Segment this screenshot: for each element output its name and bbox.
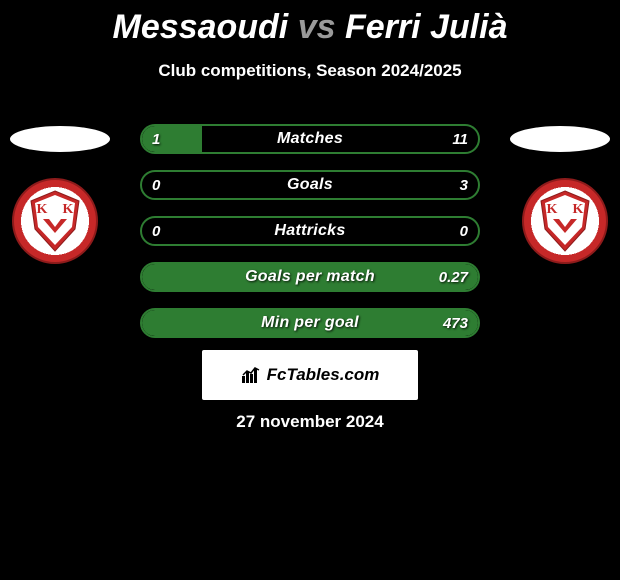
brand-box: FcTables.com bbox=[202, 350, 418, 400]
club-oval-left bbox=[10, 126, 110, 152]
club-badge-right: K K V bbox=[522, 178, 608, 264]
svg-text:V: V bbox=[52, 218, 58, 227]
stat-label: Goals per match bbox=[142, 264, 478, 290]
stat-bar: Min per goal473 bbox=[140, 308, 480, 338]
footer-date: 27 november 2024 bbox=[0, 412, 620, 432]
club-oval-right bbox=[510, 126, 610, 152]
stat-value-right: 473 bbox=[443, 310, 468, 336]
player2-name: Ferri Julià bbox=[345, 8, 508, 46]
brand-logo: FcTables.com bbox=[241, 365, 380, 385]
stat-value-right: 0 bbox=[460, 218, 468, 244]
stat-label: Min per goal bbox=[142, 310, 478, 336]
stats-bars: 1Matches110Goals30Hattricks0Goals per ma… bbox=[140, 124, 480, 354]
svg-text:K: K bbox=[63, 202, 74, 217]
vs-text: vs bbox=[298, 8, 336, 46]
bars-icon bbox=[241, 366, 263, 384]
svg-text:K: K bbox=[37, 202, 48, 217]
svg-text:K: K bbox=[547, 202, 558, 217]
player1-name: Messaoudi bbox=[113, 8, 289, 46]
stat-value-right: 0.27 bbox=[439, 264, 468, 290]
stat-bar: 1Matches11 bbox=[140, 124, 480, 154]
comparison-infographic: Messaoudi vs Ferri Julià Club competitio… bbox=[0, 0, 620, 580]
club-badge-left: K K V bbox=[12, 178, 98, 264]
stat-label: Goals bbox=[142, 172, 478, 198]
stat-bar: Goals per match0.27 bbox=[140, 262, 480, 292]
stat-bar: 0Goals3 bbox=[140, 170, 480, 200]
shield-icon: K K V bbox=[535, 189, 595, 253]
svg-text:K: K bbox=[573, 202, 584, 217]
shield-icon: K K V bbox=[25, 189, 85, 253]
page-title: Messaoudi vs Ferri Julià bbox=[0, 0, 620, 47]
brand-text: FcTables.com bbox=[267, 365, 380, 385]
subtitle: Club competitions, Season 2024/2025 bbox=[0, 61, 620, 81]
stat-label: Hattricks bbox=[142, 218, 478, 244]
stat-label: Matches bbox=[142, 126, 478, 152]
stat-value-right: 11 bbox=[452, 126, 468, 152]
stat-value-right: 3 bbox=[460, 172, 468, 198]
svg-text:V: V bbox=[562, 218, 568, 227]
stat-bar: 0Hattricks0 bbox=[140, 216, 480, 246]
